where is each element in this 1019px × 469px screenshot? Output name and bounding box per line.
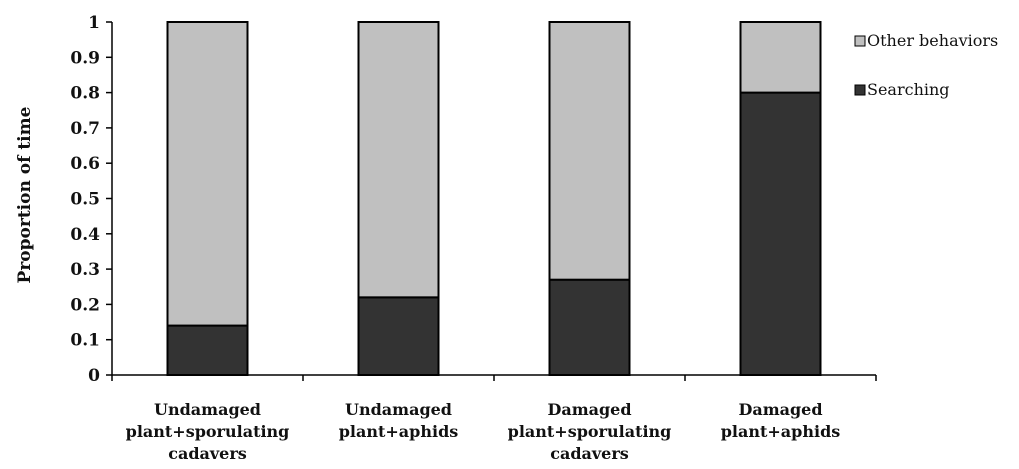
x-category-label: Damaged plant+aphids xyxy=(721,400,841,441)
bar-other-behaviors-4 xyxy=(739,21,822,94)
x-category-label: Damaged plant+sporulating cadavers xyxy=(508,400,672,463)
y-tick-label: 0.9 xyxy=(70,48,100,68)
bar-searching-1 xyxy=(166,324,249,376)
legend: Other behaviors Searching xyxy=(854,31,998,99)
legend-swatch-other-behaviors xyxy=(854,35,866,47)
bars-group xyxy=(166,21,822,376)
bar-searching-3 xyxy=(548,278,631,376)
y-tick-label: 0.5 xyxy=(70,190,100,210)
x-category-label: Undamaged plant+sporulating cadavers xyxy=(126,400,290,463)
legend-label-searching: Searching xyxy=(867,80,950,99)
y-tick-labels: 0 0.1 0.2 0.3 0.4 0.5 0.6 0.7 0.8 0.9 1 xyxy=(70,13,100,386)
legend-swatch-searching xyxy=(854,84,866,96)
bar-other-behaviors-2 xyxy=(357,21,440,299)
y-tick-label: 0 xyxy=(88,366,100,386)
bar-searching-4 xyxy=(739,91,822,376)
y-tick-label: 1 xyxy=(88,13,100,33)
y-axis-label: Proportion of time xyxy=(15,106,35,283)
bar-other-behaviors-1 xyxy=(166,21,249,327)
y-tick-label: 0.8 xyxy=(70,84,100,104)
y-tick-label: 0.1 xyxy=(70,331,100,351)
bar-searching-2 xyxy=(357,296,440,376)
y-tick-label: 0.7 xyxy=(70,119,100,139)
bar-other-behaviors-3 xyxy=(548,21,631,281)
x-category-label: Undamaged plant+aphids xyxy=(339,400,459,441)
y-tick-label: 0.3 xyxy=(70,260,100,280)
y-tick-label: 0.6 xyxy=(70,154,100,174)
x-category-labels: Undamaged plant+sporulating cadavers Undama… xyxy=(126,400,841,463)
legend-label-other-behaviors: Other behaviors xyxy=(867,31,998,50)
y-tick-label: 0.2 xyxy=(70,295,100,315)
y-tick-label: 0.4 xyxy=(70,225,100,245)
axes-group xyxy=(106,21,877,381)
